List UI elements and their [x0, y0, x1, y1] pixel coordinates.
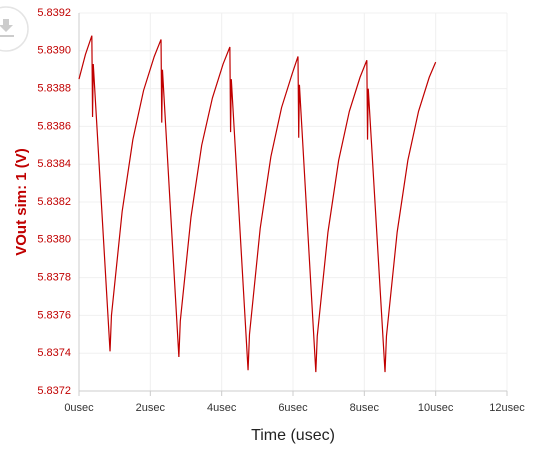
- x-tick-label: 0usec: [64, 402, 94, 414]
- y-tick-label: 5.8384: [37, 158, 71, 170]
- y-tick-label: 5.8378: [37, 272, 71, 284]
- y-tick-label: 5.8390: [37, 45, 71, 57]
- y-tick-label: 5.8376: [37, 309, 71, 321]
- series-line: [78, 35, 437, 373]
- y-tick-label: 5.8382: [37, 196, 71, 208]
- y-axis-title: VOut sim: 1 (V): [13, 148, 30, 256]
- y-tick-label: 5.8380: [37, 234, 71, 246]
- y-tick-label: 5.8372: [37, 385, 71, 397]
- x-tick-label: 6usec: [278, 402, 308, 414]
- x-tick-label: 2usec: [136, 402, 166, 414]
- download-button[interactable]: [0, 6, 29, 52]
- x-tick-label: 4usec: [207, 402, 237, 414]
- y-tick-label: 5.8392: [37, 7, 71, 19]
- y-tick-label: 5.8374: [37, 347, 71, 359]
- download-icon: [0, 19, 14, 37]
- x-tick-label: 8usec: [350, 402, 380, 414]
- x-axis-title: Time (usec): [251, 427, 335, 444]
- x-tick-label: 12usec: [489, 402, 525, 414]
- y-tick-label: 5.8388: [37, 83, 71, 95]
- x-tick-label: 10usec: [418, 402, 454, 414]
- download-circle[interactable]: [0, 6, 29, 52]
- y-tick-label: 5.8386: [37, 120, 71, 132]
